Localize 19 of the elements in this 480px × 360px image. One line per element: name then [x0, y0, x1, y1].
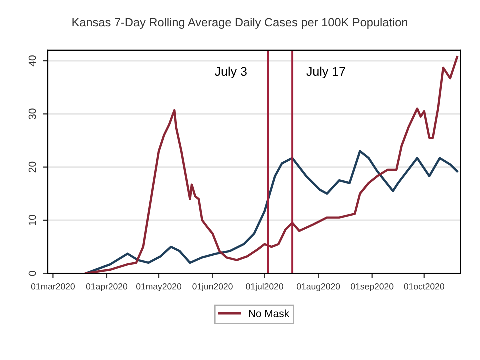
y-tick-label: 10 — [28, 215, 36, 226]
x-tick-label: 01jul2020 — [246, 283, 284, 292]
y-tick-label: 40 — [28, 56, 36, 67]
y-tick-label: 30 — [28, 108, 36, 120]
ref-line-label: July 17 — [306, 66, 346, 79]
y-tick-label: 0 — [28, 271, 36, 276]
x-tick-label: 01sep2020 — [351, 284, 394, 292]
legend-label: No Mask — [249, 310, 290, 318]
y-tick-label: 20 — [28, 162, 36, 173]
chart-title: Kansas 7-Day Rolling Average Daily Cases per 100K Population — [72, 18, 408, 30]
x-tick-label: 01mar2020 — [31, 284, 75, 290]
ref-line-label: July 3 — [215, 66, 247, 79]
line-series — [85, 150, 458, 274]
x-tick-label: 01apr2020 — [86, 284, 128, 292]
x-tick-label: 01oct2020 — [404, 284, 444, 290]
line-series — [85, 56, 458, 274]
x-tick-label: 01aug2020 — [297, 284, 340, 292]
x-tick-label: 01may2020 — [136, 284, 182, 292]
x-tick-label: 01jun2020 — [192, 283, 233, 292]
